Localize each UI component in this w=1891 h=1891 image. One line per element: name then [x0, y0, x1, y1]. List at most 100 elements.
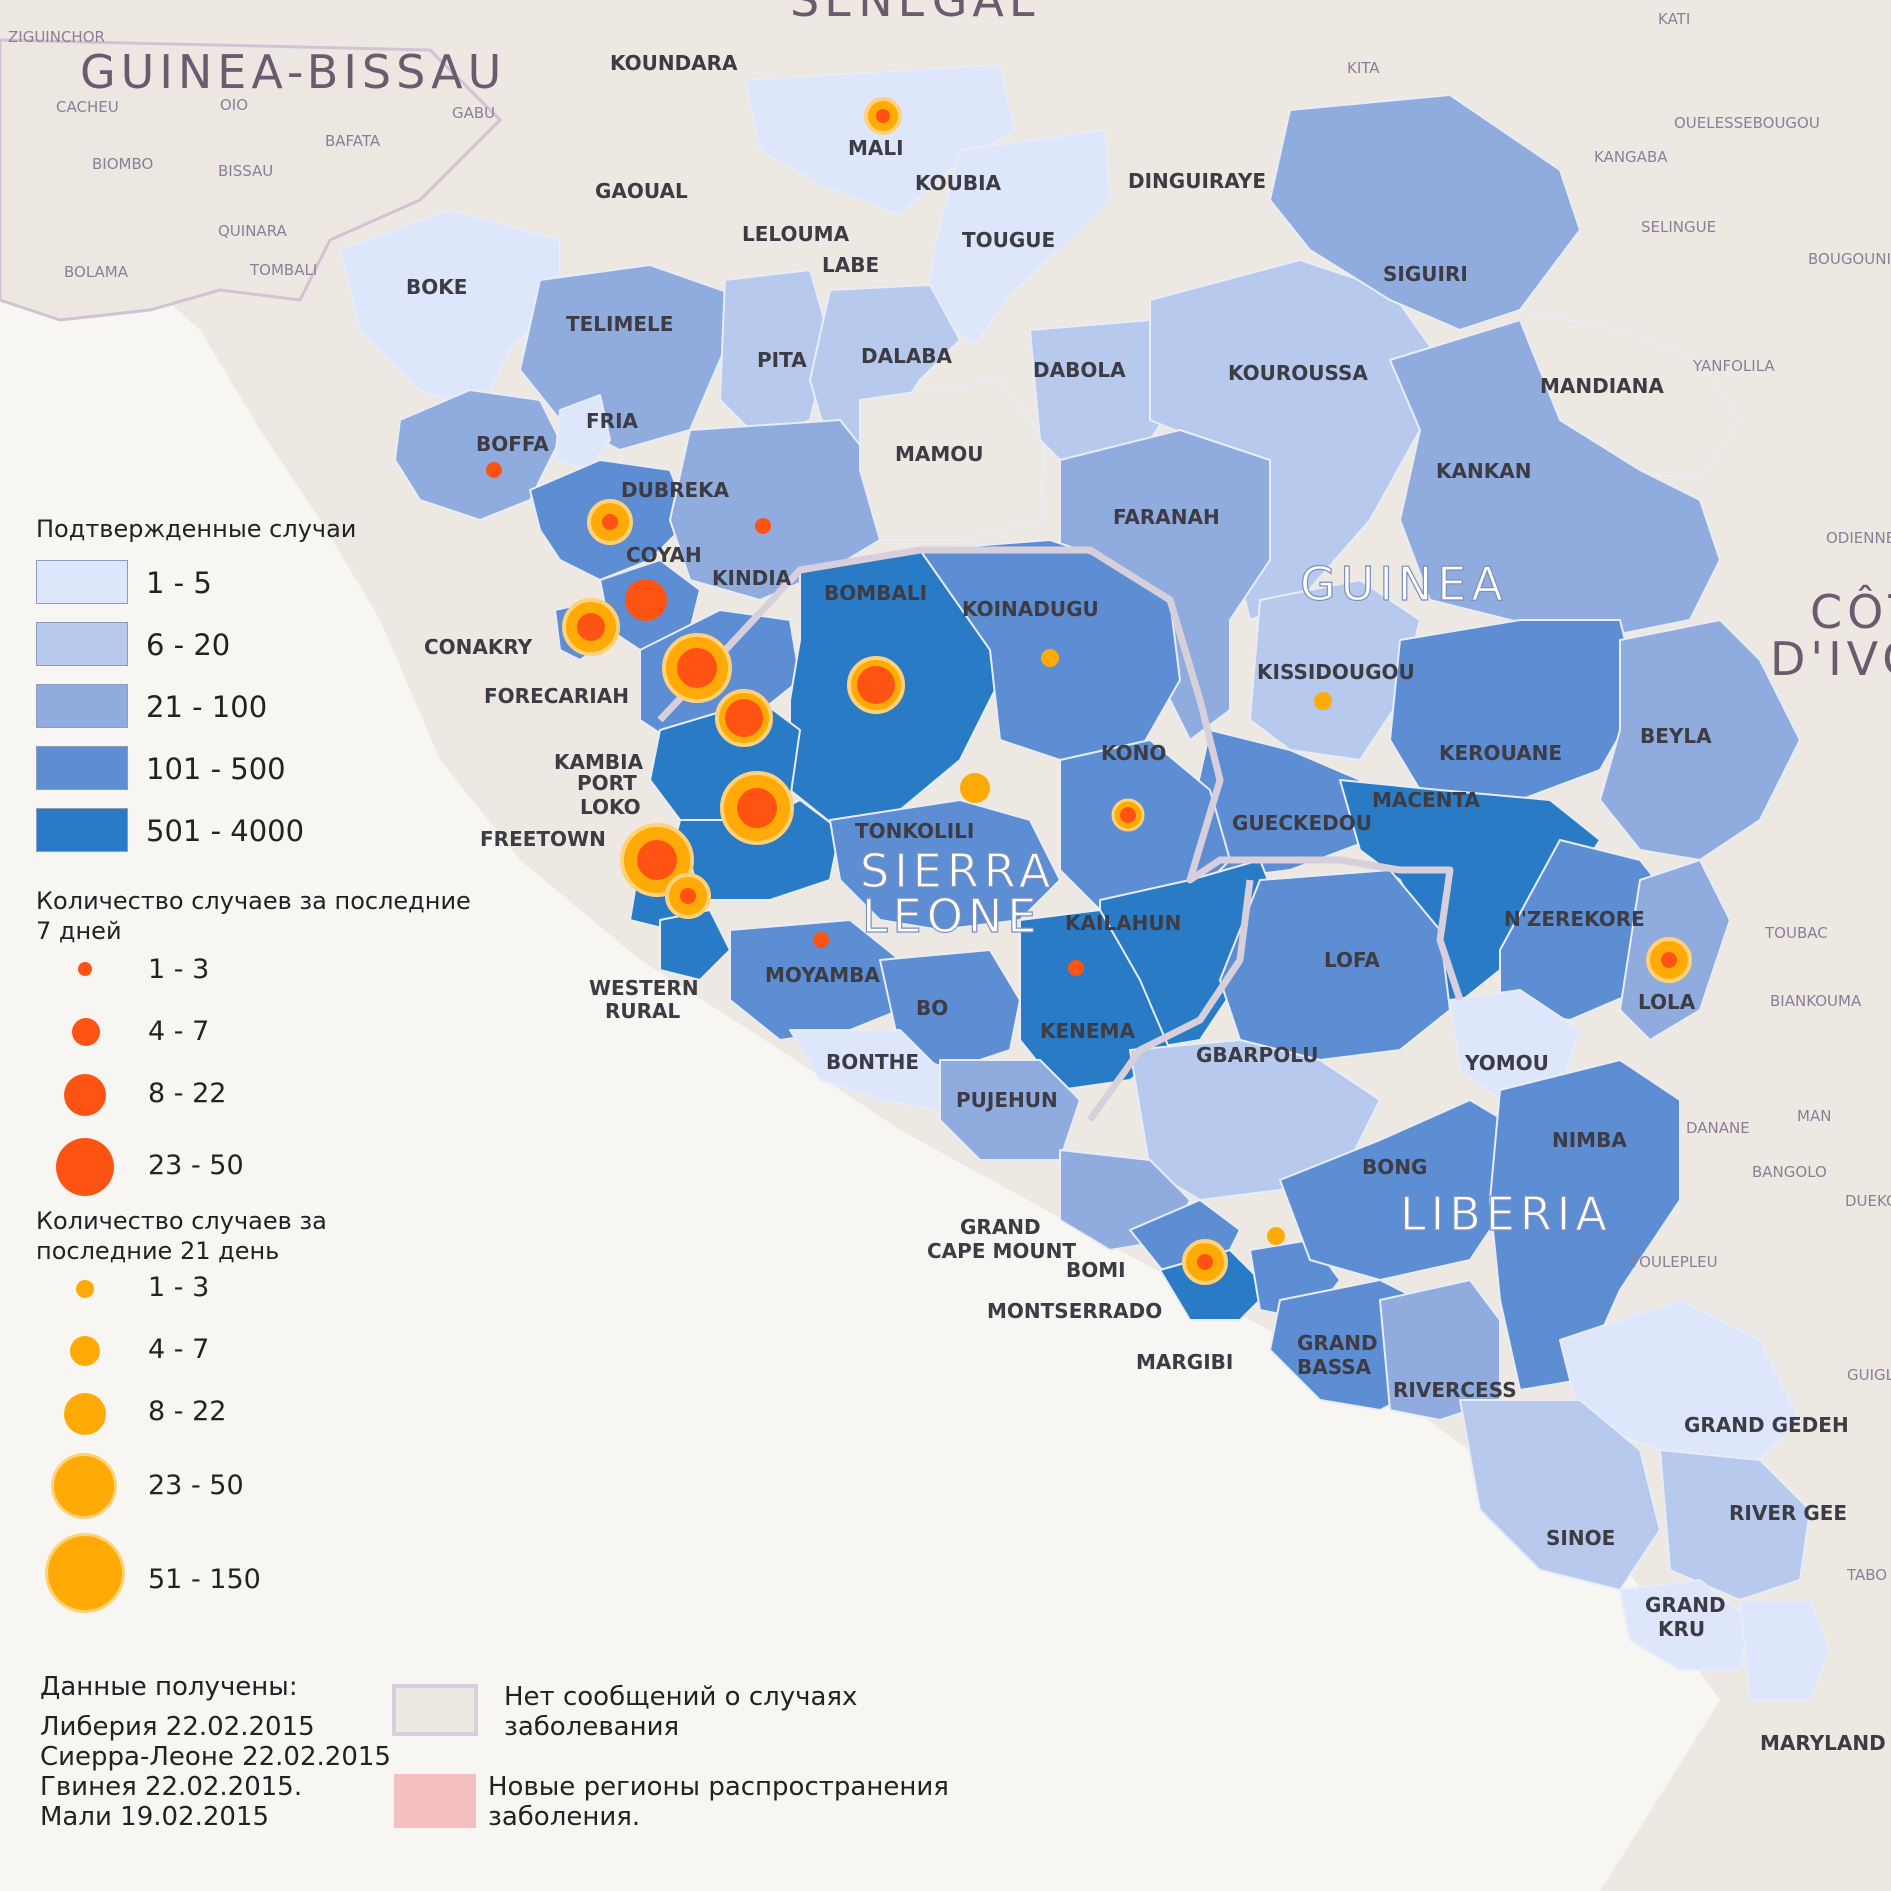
- town-label-toubac: TOUBAC: [1764, 924, 1828, 942]
- region-label-bo: BO: [916, 996, 948, 1020]
- region-label-grand-kru-line-2: KRU: [1658, 1617, 1705, 1641]
- region-label-kouroussa: KOUROUSSA: [1228, 361, 1368, 385]
- country-label-guinea-bissau: GUINEA-BISSAU: [80, 45, 506, 99]
- region-label-kissidougou: KISSIDOUGOU: [1257, 660, 1415, 684]
- region-label-freetown: FREETOWN: [480, 827, 606, 851]
- region-shape-kerouane: [1389, 619, 1641, 801]
- region-label-siguiri: SIGUIRI: [1383, 262, 1468, 286]
- region-label-pujehun: PUJEHUN: [956, 1088, 1058, 1112]
- marker-kissidougou[interactable]: [1314, 692, 1332, 710]
- region-label-grand-bassa-line-1: GRAND: [1297, 1331, 1378, 1355]
- marker-lola[interactable]: [1646, 937, 1692, 983]
- region-shape-mamou: [859, 379, 1046, 541]
- town-label-biankouma: BIANKOUMA: [1770, 992, 1862, 1010]
- region-shape-siguiri: [1269, 94, 1581, 331]
- marker-kambia[interactable]: [715, 689, 773, 747]
- region-label-dabola: DABOLA: [1033, 358, 1126, 382]
- country-label-liberia: LIBERIA: [1400, 1187, 1612, 1241]
- region-label-dubreka: DUBREKA: [621, 478, 730, 502]
- region-shape-mali: [744, 64, 1016, 216]
- guinea-bissau-area: [0, 38, 503, 322]
- marker-boffa[interactable]: [486, 462, 502, 478]
- town-label-bafata: BAFATA: [325, 132, 381, 150]
- town-label-guiglo: GUIGL: [1847, 1366, 1891, 1384]
- marker-koinadugu[interactable]: [1041, 649, 1059, 667]
- region-label-fria: FRIA: [586, 409, 639, 433]
- region-label-coyah: COYAH: [626, 543, 702, 567]
- region-label-forecariah: FORECARIAH: [484, 684, 629, 708]
- marker-mali[interactable]: [864, 97, 902, 135]
- town-label-man: MAN: [1797, 1107, 1831, 1125]
- region-shapes: [339, 64, 1831, 1701]
- region-label-koinadugu: KOINADUGU: [962, 597, 1099, 621]
- town-label-toulepleu: TOULEPLEU: [1629, 1253, 1718, 1271]
- region-label-western-rural-line-1: WESTERN: [589, 976, 699, 1000]
- region-label-port-loko-line-1: PORT: [577, 771, 637, 795]
- region-labels: KOUNDARA MALI KOUBIA GAOUAL LELOUMA LABE…: [406, 51, 1886, 1755]
- region-label-river-gee: RIVER GEE: [1729, 1501, 1847, 1525]
- town-label-kangaba: KANGABA: [1594, 148, 1668, 166]
- town-label-tabou: TABO: [1846, 1566, 1887, 1584]
- region-label-gaoual: GAOUAL: [595, 179, 688, 203]
- town-label-kati: KATI: [1658, 10, 1690, 28]
- region-label-margibi: MARGIBI: [1136, 1350, 1233, 1374]
- town-label-bougouni: BOUGOUNI: [1808, 250, 1891, 268]
- region-label-western-rural-line-2: RURAL: [605, 999, 681, 1023]
- region-label-grand-cape-mount-line-1: GRAND: [960, 1215, 1041, 1239]
- region-label-koundara: KOUNDARA: [610, 51, 738, 75]
- region-label-lola: LOLA: [1638, 990, 1696, 1014]
- national-borders: [657, 546, 1464, 1123]
- marker-bombali[interactable]: [847, 656, 905, 714]
- marker-coyah[interactable]: [625, 579, 667, 621]
- country-labels: GUINEA-BISSAU SENEGAL GUINEA SIERRA LEON…: [80, 0, 1891, 1242]
- marker-kono[interactable]: [1111, 798, 1145, 832]
- region-label-boke: BOKE: [406, 275, 467, 299]
- town-label-gabu: GABU: [452, 104, 495, 122]
- marker-margibi[interactable]: [1267, 1227, 1285, 1245]
- region-label-lofa: LOFA: [1324, 948, 1380, 972]
- town-labels: ZIGUINCHOR CACHEU OIO GABU BAFATA BIOMBO…: [8, 10, 1891, 1584]
- region-shape-fria: [554, 394, 611, 471]
- marker-montserrado[interactable]: [1182, 1239, 1228, 1285]
- marker-kindia[interactable]: [755, 518, 771, 534]
- marker-port-loko[interactable]: [720, 771, 794, 845]
- town-label-oio: OIO: [220, 96, 248, 114]
- region-label-bombali: BOMBALI: [824, 581, 927, 605]
- marker-conakry[interactable]: [562, 598, 620, 656]
- region-shape-boke: [339, 209, 561, 411]
- region-label-nimba: NIMBA: [1552, 1128, 1627, 1152]
- region-shape-boffa: [394, 389, 561, 521]
- region-label-gbarpolu: GBARPOLU: [1196, 1043, 1318, 1067]
- region-shape-tougue: [924, 129, 1111, 346]
- country-label-guinea: GUINEA: [1300, 557, 1508, 611]
- region-shape-grand-kru: [1619, 1579, 1751, 1671]
- marker-western-rural[interactable]: [665, 873, 711, 919]
- region-shape-pita: [719, 269, 831, 441]
- region-label-macenta: MACENTA: [1372, 788, 1481, 812]
- region-label-yomou: YOMOU: [1464, 1051, 1549, 1075]
- region-label-gueckedou: GUECKEDOU: [1232, 811, 1372, 835]
- region-label-sinoe: SINOE: [1546, 1526, 1615, 1550]
- marker-moyamba[interactable]: [813, 932, 829, 948]
- town-label-biombo: BIOMBO: [92, 155, 153, 173]
- region-label-faranah: FARANAH: [1113, 505, 1220, 529]
- marker-forecariah[interactable]: [662, 633, 732, 703]
- town-label-quinara: QUINARA: [218, 222, 288, 240]
- region-label-rivercess: RIVERCESS: [1393, 1378, 1517, 1402]
- region-label-nzerekore: N'ZEREKORE: [1504, 907, 1645, 931]
- marker-tonkolili[interactable]: [960, 773, 990, 803]
- region-label-montserrado: MONTSERRADO: [987, 1299, 1162, 1323]
- marker-dubreka[interactable]: [587, 499, 633, 545]
- region-label-labe: LABE: [822, 253, 879, 277]
- region-shape-river-gee: [1659, 1449, 1811, 1601]
- region-shape-kissidougou: [1249, 579, 1421, 761]
- region-label-kono: KONO: [1101, 741, 1166, 765]
- region-label-bong: BONG: [1362, 1155, 1427, 1179]
- marker-kenema[interactable]: [1068, 960, 1084, 976]
- region-label-conakry: CONAKRY: [424, 635, 533, 659]
- town-label-kita: KITA: [1347, 59, 1380, 77]
- region-label-tonkolili: TONKOLILI: [855, 819, 974, 843]
- region-label-grand-cape-mount-line-2: CAPE MOUNT: [927, 1239, 1076, 1263]
